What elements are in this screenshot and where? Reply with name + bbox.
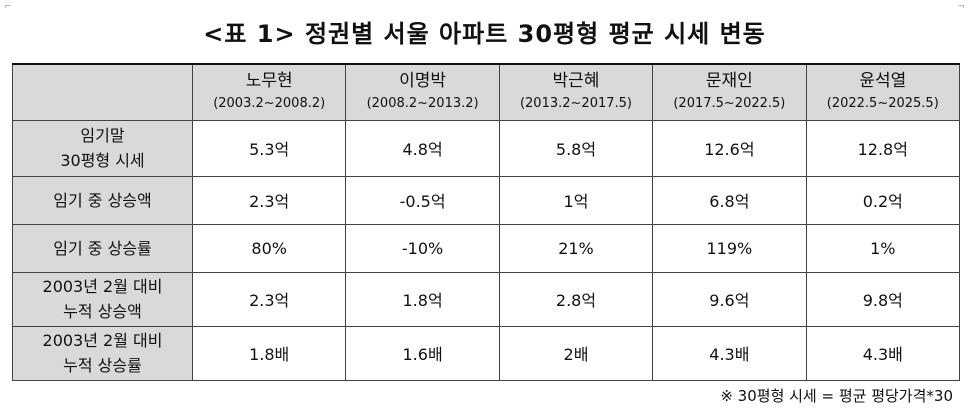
row-label-line: 임기 중 상승액 (53, 190, 152, 210)
row-header: 2003년 2월 대비 누적 상승액 (12, 271, 193, 327)
header-row: 노무현 (2003.2~2008.2) 이명박 (2008.2~2013.2) … (12, 63, 961, 121)
table-cell: 4.8억 (345, 119, 500, 177)
table-cell: 2.8억 (498, 271, 654, 327)
price-table: 노무현 (2003.2~2008.2) 이명박 (2008.2~2013.2) … (12, 63, 961, 381)
table-cell: -0.5억 (345, 175, 500, 225)
col-name: 문재인 (705, 71, 753, 92)
table-cell: 12.6억 (652, 119, 807, 177)
table-cell: 1억 (498, 175, 654, 225)
col-period: (2017.5~2022.5) (673, 96, 786, 112)
table-cell: 1% (805, 223, 961, 273)
row-label-line: 누적 상승액 (63, 302, 142, 321)
row-label-line: 2003년 2월 대비 (42, 331, 163, 350)
table-cell: 80% (191, 223, 347, 273)
col-header-lee: 이명박 (2008.2~2013.2) (345, 63, 500, 121)
table-row: 임기 중 상승액 2.3억 -0.5억 1억 6.8억 0.2억 (12, 175, 961, 225)
row-label-line: 30평형 시세 (60, 151, 145, 170)
table-title: <표 1> 정권별 서울 아파트 30평형 평균 시세 변동 (203, 20, 766, 48)
col-name: 이명박 (399, 71, 447, 92)
table-cell: 2.3억 (191, 175, 347, 225)
table-cell: 1.8억 (345, 271, 500, 327)
table-cell: 2.3억 (191, 271, 347, 327)
row-label-line: 2003년 2월 대비 (42, 277, 163, 296)
row-header: 임기 중 상승률 (12, 223, 193, 273)
corner-cell (12, 63, 193, 121)
table-cell: 1.6배 (345, 325, 500, 381)
table-cell: 12.8억 (805, 119, 961, 177)
col-header-moon: 문재인 (2017.5~2022.5) (652, 63, 807, 121)
col-header-roh: 노무현 (2003.2~2008.2) (191, 63, 347, 121)
col-name: 노무현 (245, 71, 293, 92)
row-label-line: 임기말 (80, 126, 125, 145)
table-cell: 5.8억 (498, 119, 654, 177)
col-period: (2008.2~2013.2) (366, 96, 479, 112)
row-header: 임기말 30평형 시세 (12, 119, 193, 177)
table-row: 2003년 2월 대비 누적 상승액 2.3억 1.8억 2.8억 9.6억 9… (12, 271, 961, 327)
footnote: ※ 30평형 시세 = 평균 평당가격*30 (720, 387, 953, 405)
table-cell: 5.3억 (191, 119, 347, 177)
table-cell: 9.6억 (652, 271, 807, 327)
corner-mark: ⌐ (4, 2, 12, 12)
row-header: 2003년 2월 대비 누적 상승률 (12, 325, 193, 381)
table-cell: 4.3배 (652, 325, 807, 381)
col-name: 박근혜 (552, 71, 600, 92)
table-cell: 6.8억 (652, 175, 807, 225)
table-cell: 4.3배 (805, 325, 961, 381)
col-period: (2013.2~2017.5) (519, 96, 632, 112)
table-row: 임기 중 상승률 80% -10% 21% 119% 1% (12, 223, 961, 273)
col-name: 윤석열 (859, 71, 907, 92)
table-cell: 0.2억 (805, 175, 961, 225)
col-header-yoon: 윤석열 (2022.5~2025.5) (805, 63, 961, 121)
row-label-line: 임기 중 상승률 (53, 238, 152, 258)
corner-mark: ¬ (957, 2, 965, 12)
table-cell: 9.8억 (805, 271, 961, 327)
table-cell: 1.8배 (191, 325, 347, 381)
row-label-line: 누적 상승률 (63, 356, 142, 375)
table-row: 2003년 2월 대비 누적 상승률 1.8배 1.6배 2배 4.3배 4.3… (12, 325, 961, 381)
table-cell: 119% (652, 223, 807, 273)
col-period: (2022.5~2025.5) (826, 96, 939, 112)
row-header: 임기 중 상승액 (12, 175, 193, 225)
col-header-park: 박근혜 (2013.2~2017.5) (498, 63, 654, 121)
table-cell: 21% (498, 223, 654, 273)
table-cell: 2배 (498, 325, 654, 381)
table-cell: -10% (345, 223, 500, 273)
table-row: 임기말 30평형 시세 5.3억 4.8억 5.8억 12.6억 12.8억 (12, 119, 961, 177)
col-period: (2003.2~2008.2) (213, 96, 326, 112)
